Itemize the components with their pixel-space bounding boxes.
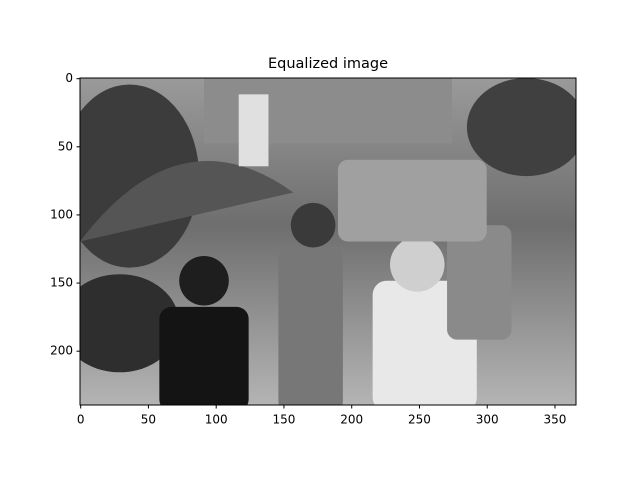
image-region [238,94,269,167]
x-tick-label: 100 [205,413,228,427]
axes-frame [79,77,577,406]
x-tick-label: 150 [273,413,296,427]
chart-title: Equalized image [268,56,388,72]
image [80,78,576,405]
x-tick-label: 350 [544,413,567,427]
y-tick-label: 50 [58,139,73,153]
image-region [337,159,487,242]
image-region [80,161,294,242]
image-region [390,237,445,292]
image-region [278,248,343,405]
image-region [80,274,180,373]
x-tick-label: 200 [340,413,363,427]
image-region [466,78,576,177]
y-tick-label: 200 [50,344,73,358]
x-tick-label: 250 [408,413,431,427]
image-region [447,225,512,340]
y-tick-label: 0 [65,71,73,85]
image-region [290,202,336,248]
x-tick-label: 50 [141,413,156,427]
x-tick-label: 300 [476,413,499,427]
x-tick-label: 0 [77,413,85,427]
y-tick-label: 100 [50,207,73,221]
image-region [179,255,229,306]
y-tick-label: 150 [50,276,73,290]
image-region [159,306,249,405]
